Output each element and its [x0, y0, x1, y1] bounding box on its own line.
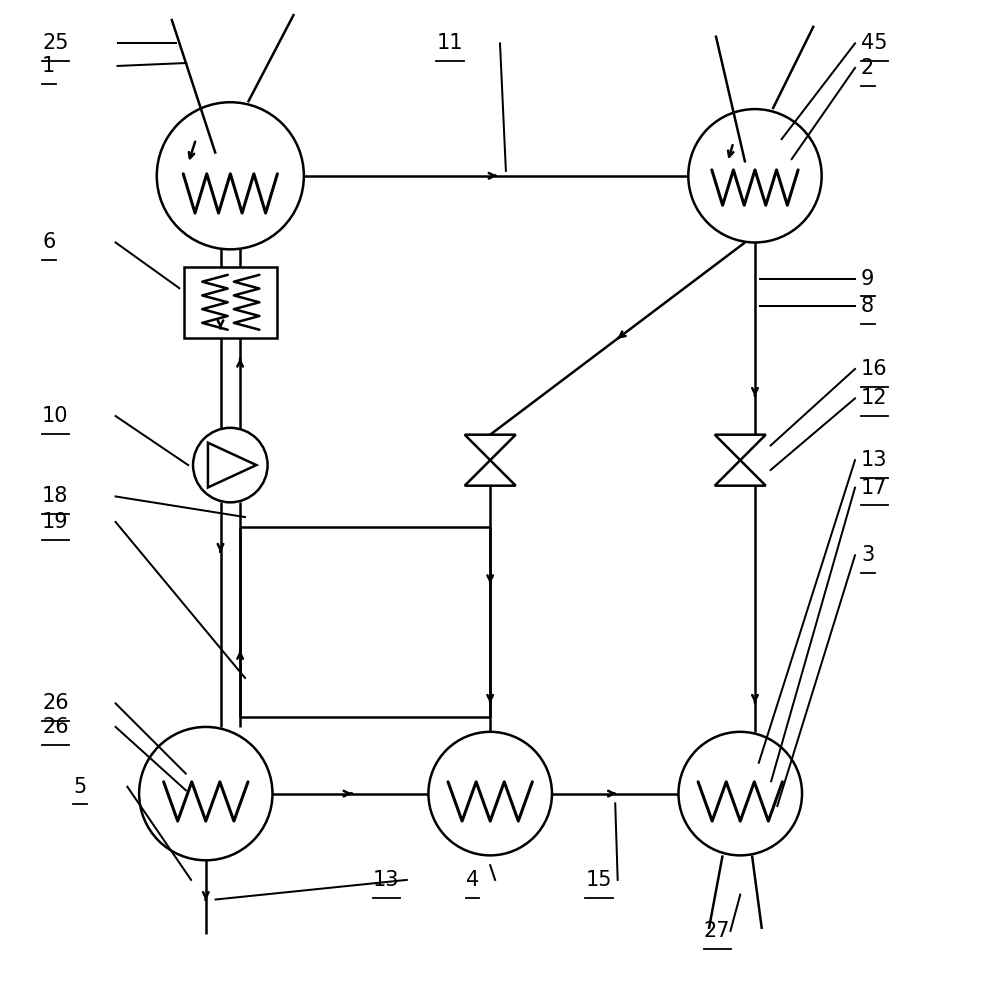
- Text: 2: 2: [861, 58, 874, 78]
- Text: 4: 4: [466, 870, 479, 890]
- Text: 13: 13: [373, 870, 399, 890]
- Text: 19: 19: [42, 512, 69, 532]
- Text: 13: 13: [861, 450, 887, 470]
- Text: 27: 27: [704, 921, 730, 941]
- Text: 25: 25: [42, 34, 69, 53]
- Text: 8: 8: [861, 297, 874, 316]
- Bar: [184, 267, 277, 337]
- Text: 12: 12: [861, 389, 887, 408]
- Text: 26: 26: [42, 693, 69, 713]
- Text: 11: 11: [436, 34, 463, 53]
- Text: 5: 5: [73, 776, 87, 797]
- Text: 26: 26: [42, 717, 69, 737]
- Text: 9: 9: [861, 269, 874, 289]
- Text: 45: 45: [861, 34, 887, 53]
- Text: 3: 3: [861, 545, 874, 566]
- Text: 1: 1: [42, 56, 55, 76]
- Text: 6: 6: [42, 232, 55, 252]
- Text: 16: 16: [861, 359, 888, 379]
- Text: 15: 15: [585, 870, 612, 890]
- Text: 18: 18: [42, 487, 68, 506]
- Text: 17: 17: [861, 478, 887, 497]
- Text: 10: 10: [42, 406, 69, 426]
